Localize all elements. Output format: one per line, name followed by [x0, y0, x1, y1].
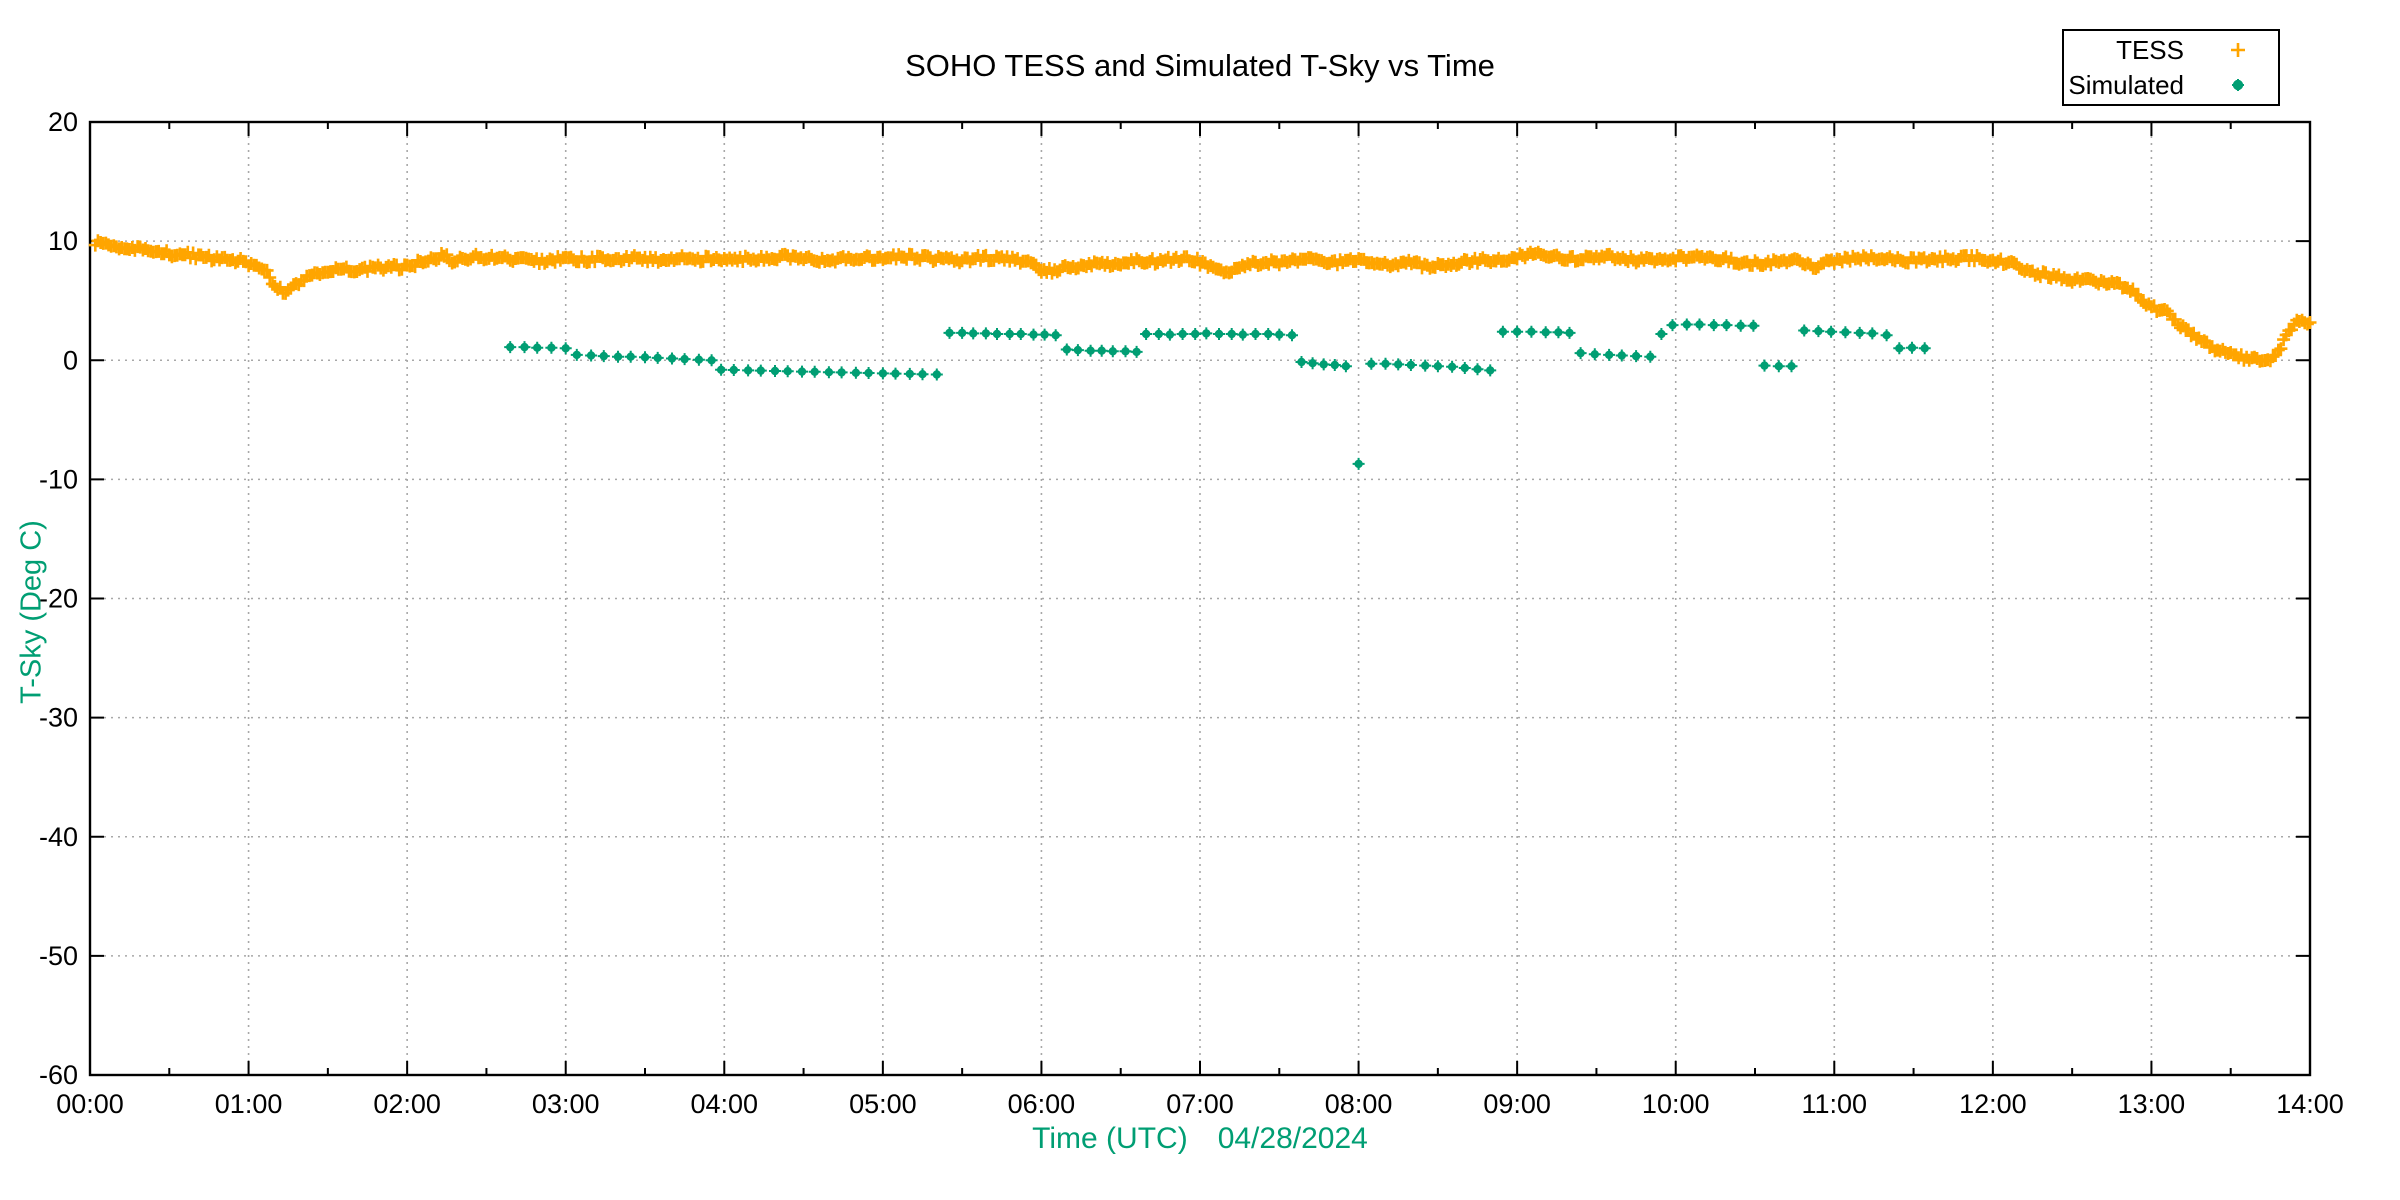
plus-marker-icon: [2231, 42, 2245, 57]
y-tick-label: -60: [39, 1060, 78, 1090]
y-tick-label: 20: [48, 107, 78, 137]
y-tick-label: -40: [39, 822, 78, 852]
x-axis-date: 04/28/2024: [1217, 1122, 1368, 1155]
y-axis-label: T-Sky (Deg C): [15, 520, 48, 704]
plot-border: [88, 120, 2312, 1077]
x-axis-label: Time (UTC) 04/28/2024: [0, 1122, 2400, 1156]
legend: TESS Simulated: [2062, 29, 2280, 106]
simulated-spikes: [504, 318, 1931, 470]
x-tick-label: 07:00: [1166, 1089, 1234, 1119]
x-tick-label: 06:00: [1008, 1089, 1076, 1119]
legend-label: TESS: [2116, 34, 2184, 65]
simulated-dots: [506, 320, 1929, 469]
x-tick-label: 02:00: [373, 1089, 441, 1119]
y-tick-label: -30: [39, 703, 78, 733]
x-tick-label: 00:00: [56, 1089, 124, 1119]
x-tick-label: 04:00: [690, 1089, 758, 1119]
y-tick-label: 10: [48, 226, 78, 256]
grid-lines: [90, 122, 2310, 1075]
y-tick-label: 0: [63, 345, 78, 375]
x-tick-label: 05:00: [849, 1089, 917, 1119]
x-tick-label: 13:00: [2118, 1089, 2186, 1119]
x-tick-label: 03:00: [532, 1089, 600, 1119]
x-tick-label: 09:00: [1483, 1089, 1551, 1119]
tess-series: [88, 234, 2317, 368]
legend-item-simulated: Simulated: [2064, 68, 2278, 102]
legend-label: Simulated: [2068, 70, 2184, 101]
x-axis-label-text: Time (UTC): [1032, 1122, 1188, 1155]
x-tick-label: 08:00: [1325, 1089, 1393, 1119]
x-tick-labels: 00:00 01:00 02:00 03:00 04:00 05:00 06:00 07:00…: [56, 1089, 2344, 1119]
y-tick-label: -20: [39, 584, 78, 614]
simulated-series: [504, 318, 1931, 470]
x-tick-label: 11:00: [1802, 1089, 1868, 1119]
x-tick-label: 01:00: [215, 1089, 283, 1119]
x-tick-label: 14:00: [2276, 1089, 2344, 1119]
y-tick-labels: 20 10 0 -10 -20 -30 -40 -50 -60: [39, 107, 78, 1090]
y-tick-label: -50: [39, 941, 78, 971]
x-tick-label: 10:00: [1642, 1089, 1710, 1119]
legend-item-tess: TESS: [2064, 33, 2278, 67]
x-tick-label: 12:00: [1959, 1089, 2027, 1119]
chart-title: SOHO TESS and Simulated T-Sky vs Time: [905, 48, 1495, 83]
y-tick-label: -10: [39, 464, 78, 494]
dot-marker-icon: [2232, 79, 2244, 92]
